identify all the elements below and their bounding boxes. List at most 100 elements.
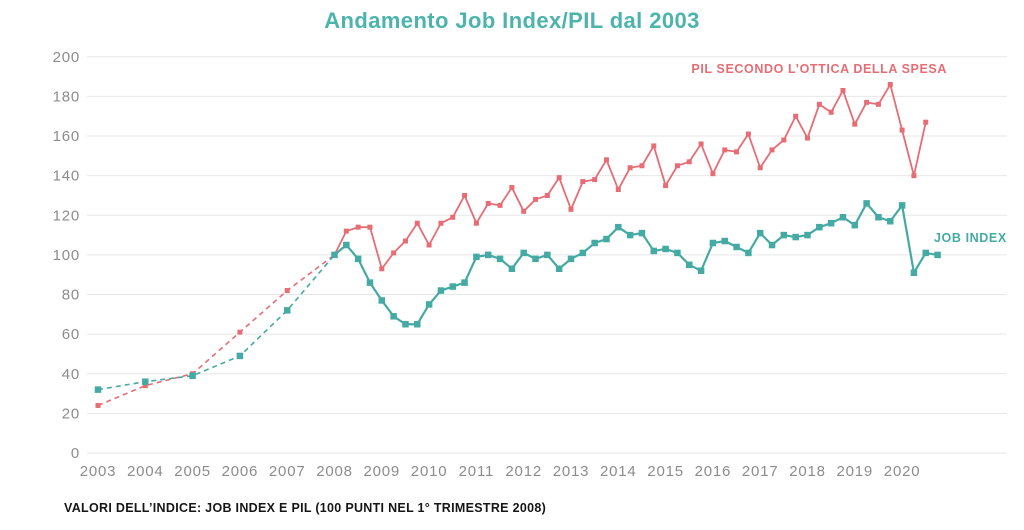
data-point-marker	[792, 233, 799, 241]
data-point-marker	[650, 247, 658, 255]
data-point-marker	[875, 101, 881, 107]
data-point-marker	[627, 165, 633, 171]
data-point-marker	[568, 206, 574, 212]
series-dashed-line	[97, 254, 335, 407]
data-point-marker	[532, 255, 539, 263]
y-axis-tick-label: 120	[53, 207, 80, 224]
data-point-marker	[603, 157, 609, 163]
data-point-marker	[189, 372, 196, 379]
data-point-marker	[580, 179, 586, 185]
data-point-marker	[922, 249, 929, 257]
data-point-marker	[816, 223, 823, 231]
data-point-marker	[354, 255, 362, 263]
data-point-marker	[555, 265, 563, 273]
data-point-marker	[852, 121, 858, 127]
data-point-marker	[94, 386, 102, 393]
data-point-marker	[780, 231, 788, 239]
x-axis-tick-label: 2018	[789, 463, 826, 480]
data-point-marker	[579, 249, 587, 257]
data-point-marker	[745, 131, 751, 137]
data-point-marker	[236, 352, 244, 360]
data-point-marker	[710, 171, 716, 177]
x-axis-tick-label: 2012	[505, 463, 542, 480]
chart-title: Andamento Job Index/PIL dal 2003	[324, 8, 700, 33]
data-point-marker	[414, 220, 420, 226]
x-axis-tick-label: 2007	[269, 463, 306, 480]
x-axis-tick-label: 2016	[695, 463, 732, 480]
data-point-marker	[544, 251, 551, 259]
data-point-marker	[567, 255, 575, 263]
data-point-marker	[805, 135, 810, 141]
data-point-marker	[366, 279, 374, 286]
data-point-marker	[827, 219, 835, 227]
data-point-marker	[544, 192, 550, 198]
data-point-marker	[603, 235, 610, 243]
data-point-marker	[839, 214, 847, 221]
data-point-marker	[816, 101, 822, 107]
data-point-marker	[686, 159, 692, 165]
data-point-marker	[521, 208, 527, 214]
data-point-marker	[450, 214, 456, 220]
data-point-marker	[875, 214, 882, 221]
data-point-marker	[520, 249, 527, 257]
data-point-marker	[864, 99, 870, 105]
data-point-marker	[402, 238, 408, 244]
series-dashed-line	[97, 254, 336, 391]
data-point-marker	[379, 266, 385, 272]
data-point-marker	[757, 165, 763, 171]
data-point-marker	[402, 320, 409, 328]
data-point-marker	[828, 109, 834, 115]
data-point-marker	[343, 241, 350, 249]
x-axis-tick-label: 2006	[222, 463, 259, 480]
data-point-marker	[284, 288, 290, 294]
data-point-marker	[414, 320, 421, 328]
x-axis-tick-label: 2017	[742, 463, 779, 480]
x-axis-tick-label: 2011	[459, 463, 494, 480]
data-point-marker	[426, 242, 432, 248]
data-point-marker	[756, 229, 764, 237]
chart-caption: VALORI DELL’INDICE: JOB INDEX E PIL (100…	[64, 501, 547, 515]
series-line	[333, 202, 938, 326]
x-axis-tick-label: 2010	[411, 463, 448, 480]
data-point-marker	[509, 185, 515, 191]
data-point-marker	[556, 175, 562, 181]
data-point-marker	[721, 237, 728, 245]
data-point-marker	[437, 287, 445, 294]
data-point-marker	[887, 82, 893, 88]
data-point-marker	[508, 265, 516, 273]
data-point-marker	[343, 228, 349, 234]
data-point-marker	[804, 231, 811, 239]
y-axis-tick-label: 80	[62, 287, 80, 304]
x-axis-tick-label: 2005	[174, 463, 211, 480]
data-point-marker	[851, 221, 859, 229]
data-point-marker	[709, 239, 717, 247]
data-point-marker	[662, 245, 669, 253]
data-point-marker	[473, 253, 480, 261]
data-point-marker	[745, 249, 752, 257]
data-point-marker	[923, 119, 929, 125]
data-point-marker	[863, 200, 870, 207]
data-point-marker	[769, 147, 775, 153]
data-point-marker	[934, 251, 941, 259]
data-point-marker	[142, 378, 149, 385]
data-point-marker	[473, 220, 479, 226]
y-axis-tick-label: 200	[53, 49, 80, 66]
data-point-marker	[781, 137, 787, 143]
x-axis-tick-label: 2008	[316, 463, 353, 480]
data-point-marker	[142, 383, 148, 389]
data-point-marker	[911, 173, 917, 179]
x-axis-tick-label: 2004	[127, 463, 164, 480]
series-label-pil: PIL SECONDO L’OTTICA DELLA SPESA	[691, 62, 947, 76]
data-point-marker	[734, 149, 740, 155]
series-label-job-index: JOB INDEX	[934, 231, 1007, 245]
data-point-marker	[592, 177, 598, 183]
data-point-marker	[899, 127, 905, 133]
data-point-marker	[391, 250, 397, 256]
data-point-marker	[698, 141, 704, 147]
data-point-marker	[733, 243, 740, 251]
data-point-marker	[686, 261, 693, 269]
data-point-marker	[462, 192, 468, 198]
x-axis-tick-label: 2019	[837, 463, 874, 480]
